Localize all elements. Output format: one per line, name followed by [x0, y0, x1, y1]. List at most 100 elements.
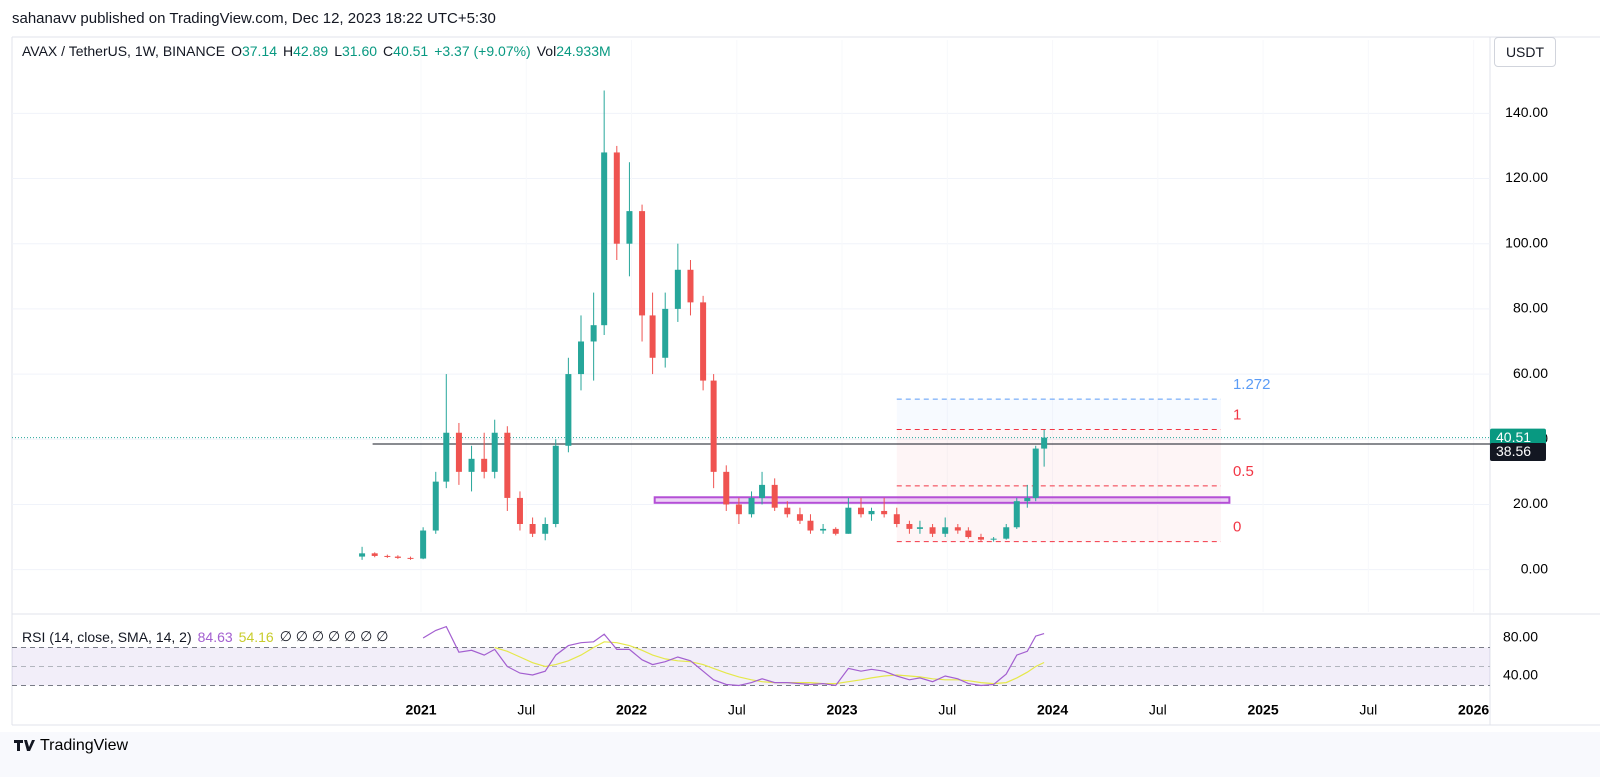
ohlc-label: L	[334, 43, 342, 59]
candle-body	[784, 507, 791, 515]
rsi-title: RSI (14, close, SMA, 14, 2)	[22, 628, 192, 645]
x-tick-label: 2023	[826, 702, 857, 718]
x-tick-label: Jul	[517, 702, 535, 718]
x-tick-label: 2025	[1247, 702, 1278, 718]
candle-body	[977, 537, 984, 540]
candle-body	[626, 211, 633, 244]
candle-body	[845, 507, 852, 534]
fib-zone	[896, 399, 1221, 430]
candle-body	[990, 538, 997, 540]
x-tick-label: 2024	[1037, 702, 1068, 718]
fib-label: 1	[1233, 406, 1241, 423]
candle-body	[748, 497, 755, 515]
candle-body	[455, 432, 462, 472]
rsi-legend: RSI (14, close, SMA, 14, 2) 84.63 54.16 …	[22, 628, 388, 645]
ohlc-label: O	[231, 43, 242, 59]
volume-label: Vol	[536, 43, 557, 59]
candle-body	[601, 152, 608, 326]
price-tag-label: 38.56	[1496, 443, 1531, 459]
candle-body	[929, 527, 936, 534]
candle-body	[771, 484, 778, 508]
symbol: AVAX / TetherUS, 1W, BINANCE	[22, 43, 226, 59]
candle-body	[491, 432, 498, 472]
rsi-line	[422, 625, 1045, 687]
published: sahanavv published on TradingView.com, D…	[12, 10, 496, 27]
candle-body	[371, 553, 378, 556]
ohlc-label: C	[383, 43, 394, 59]
candle-body	[942, 527, 949, 534]
x-tick-label: Jul	[728, 702, 746, 718]
x-tick-label: Jul	[938, 702, 956, 718]
candle-body	[723, 471, 730, 505]
ohlc-value: 37.14	[241, 43, 278, 59]
candle-body	[516, 497, 523, 524]
candle-body	[796, 514, 803, 521]
candle-body	[1003, 527, 1010, 539]
price-tag-label: 40.51	[1496, 429, 1531, 445]
candle-body	[881, 510, 888, 515]
candle-body	[700, 302, 707, 381]
candle-body	[468, 458, 475, 472]
candle-body	[687, 269, 694, 303]
ohlc-value: 31.60	[341, 43, 378, 59]
fib-zone	[896, 429, 1221, 486]
fib-label: 1.272	[1233, 376, 1271, 393]
x-tick-label: 2026	[1458, 702, 1489, 718]
ohlc-label: H	[283, 43, 294, 59]
rsi-sma-value: 54.16	[238, 628, 274, 645]
candle-body	[394, 556, 401, 558]
candle-body	[735, 504, 742, 515]
candle-body	[481, 458, 488, 472]
footer-bar	[0, 732, 1600, 777]
candle-body	[649, 315, 656, 358]
brand: TradingView	[40, 737, 128, 754]
published-line: sahanavv published on TradingView.com, D…	[12, 10, 496, 27]
change: +3.37 (+9.07%)	[434, 43, 531, 59]
candle-body	[1032, 448, 1039, 498]
candle-body	[662, 308, 669, 358]
volume-value: 24.933M	[556, 43, 611, 59]
candle-body	[916, 527, 923, 529]
candle-body	[443, 432, 450, 482]
candle-body	[893, 514, 900, 524]
x-tick-label: Jul	[1359, 702, 1377, 718]
candle-body	[639, 211, 646, 316]
ohlc-item: C40.51	[383, 43, 428, 59]
price-tag	[1490, 442, 1546, 461]
candle-body	[529, 524, 536, 534]
candle-body	[759, 484, 766, 498]
rsi-tick-label: 80.00	[1503, 629, 1538, 645]
symbol-legend: AVAX / TetherUS, 1W, BINANCE O37.14 H42.8…	[22, 43, 611, 59]
candle-body	[613, 152, 620, 244]
price-tag	[1490, 428, 1546, 447]
candle-body	[820, 528, 827, 531]
candle-body	[1024, 497, 1031, 502]
ohlc-value: 40.51	[393, 43, 429, 59]
fib-zone	[896, 485, 1221, 542]
candle-body	[504, 432, 511, 498]
candle-body	[807, 520, 814, 531]
rsi-tick-label: 40.00	[1503, 667, 1538, 683]
currency: USDT	[1505, 44, 1545, 60]
y-tick-label: 100.00	[1505, 234, 1548, 250]
rsi-value: 84.63	[197, 628, 233, 645]
candle-body	[954, 527, 961, 531]
candle-body	[710, 380, 717, 472]
y-tick-label: 140.00	[1505, 104, 1548, 120]
candle-body	[359, 553, 366, 557]
x-tick-label: 2022	[616, 702, 647, 718]
ohlc-item: H42.89	[283, 43, 328, 59]
candle-body	[1013, 501, 1020, 528]
x-tick-label: 2021	[405, 702, 436, 718]
ohlc-item: L31.60	[334, 43, 377, 59]
ohlc-value: 42.89	[293, 43, 329, 59]
candle-body	[832, 528, 839, 534]
fib-label: 0	[1233, 519, 1241, 536]
candle-body	[674, 269, 681, 309]
x-tick-label: Jul	[1149, 702, 1167, 718]
currency-button[interactable]: USDT	[1494, 37, 1556, 67]
fib-label: 0.5	[1233, 463, 1254, 480]
y-tick-label: 0.00	[1521, 560, 1548, 576]
